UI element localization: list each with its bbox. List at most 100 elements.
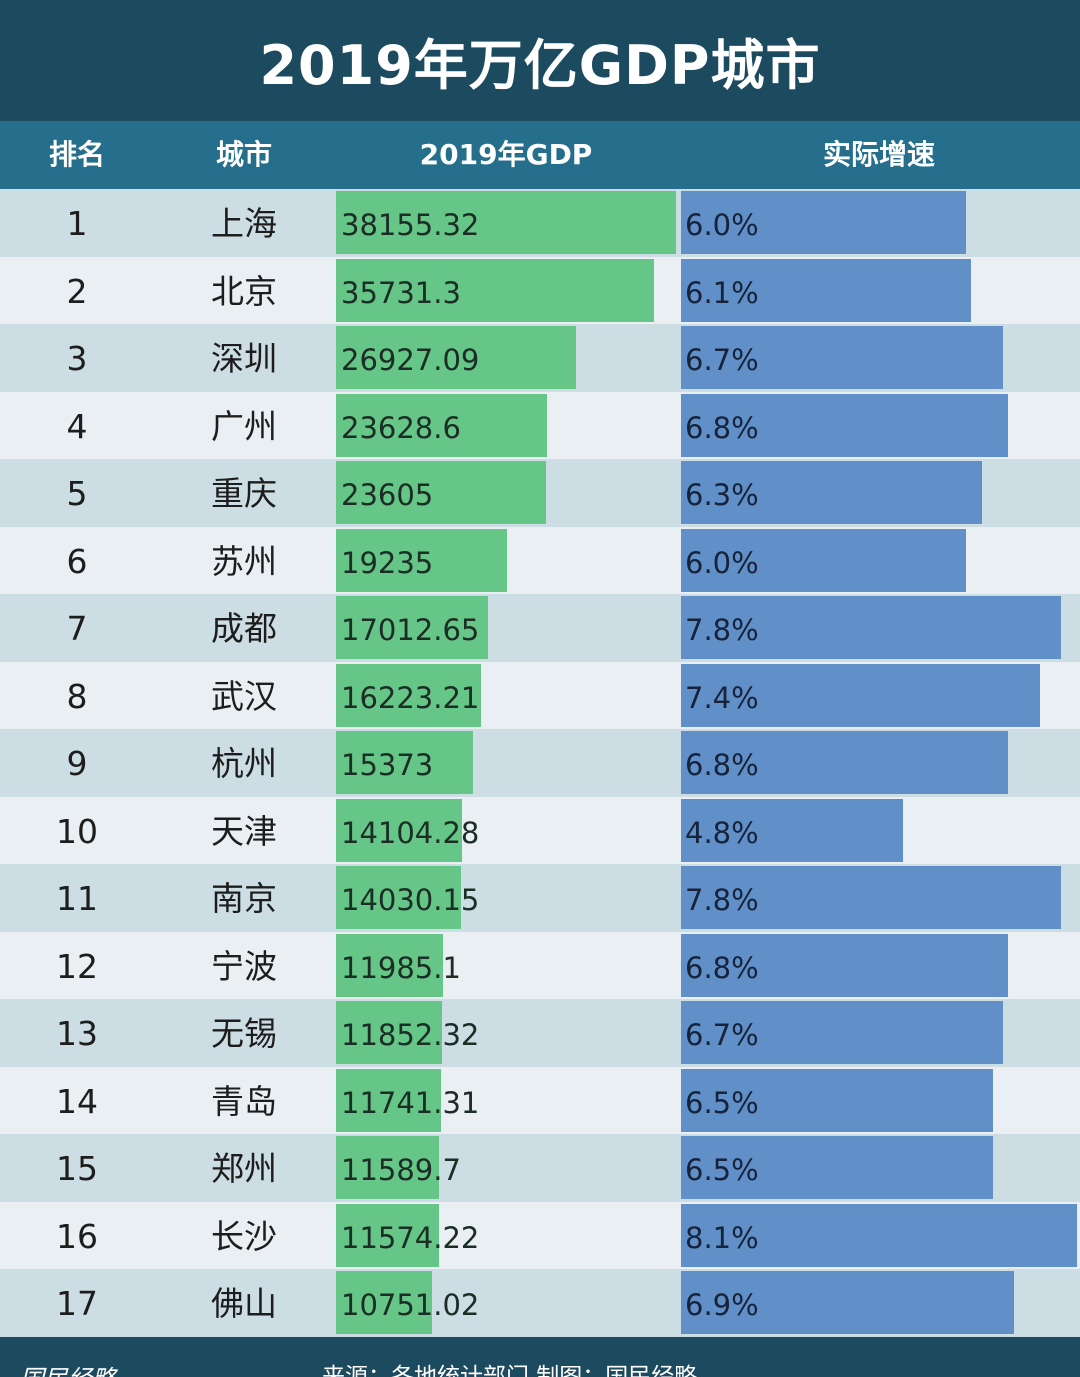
gdp-bar: [336, 596, 488, 659]
gdp-bar: [336, 393, 547, 457]
footer-source: 来源：各地统计部门 制图：国民经略: [322, 1364, 698, 1377]
header-rate: 实际增速: [822, 138, 935, 171]
city-cell: 深圳: [211, 339, 277, 378]
rate-bar: [681, 1068, 993, 1132]
rate-value-label: 6.0%: [685, 545, 759, 580]
gdp-bar: [336, 1136, 440, 1199]
city-cell: 武汉: [211, 676, 277, 716]
rate-bar: [681, 866, 1062, 929]
rate-value-label: 6.0%: [685, 208, 759, 242]
table-row: 13 无锡 11852.32 6.7%: [0, 999, 1080, 1067]
table-row: 17 佛山 10751.02 6.9%: [0, 1269, 1080, 1337]
rate-bar: [681, 461, 982, 524]
city-cell: 成都: [211, 609, 277, 648]
gdp-bar: [336, 933, 443, 997]
gdp-value-label: 11589.7: [341, 1153, 461, 1187]
city-cell: 无锡: [211, 1014, 277, 1053]
gdp-bar: [336, 1068, 441, 1132]
rate-value-label: 6.7%: [685, 343, 759, 377]
rank-cell: 1: [66, 204, 88, 243]
rate-value-label: 6.5%: [685, 1085, 759, 1120]
rate-bar: [681, 933, 1009, 997]
gdp-value-label: 11741.31: [341, 1085, 480, 1120]
table-row: 14 青岛 11741.31 6.5%: [0, 1066, 1080, 1134]
chart-title: 2019年万亿GDP城市: [0, 0, 1080, 121]
rate-value-label: 6.1%: [685, 275, 759, 310]
rate-bar: [681, 1271, 1014, 1334]
rate-bar: [681, 528, 967, 592]
gdp-bar: [336, 528, 508, 592]
table-row: 5 重庆 23605 6.3%: [0, 459, 1080, 527]
table-body: 1 上海 38155.32 6.0% 2 北京 35731.3 6.1% 3 深圳 26927.09…: [0, 189, 1080, 1337]
gdp-value-label: 10751.02: [341, 1288, 480, 1322]
footer-brand: 国民经略: [20, 1359, 116, 1377]
rank-cell: 5: [66, 474, 88, 513]
rank-cell: 16: [56, 1216, 98, 1256]
rank-cell: 2: [66, 271, 88, 311]
rank-cell: 10: [56, 811, 98, 851]
gdp-bar: [336, 866, 461, 929]
city-cell: 广州: [211, 406, 277, 446]
rate-bar: [681, 798, 903, 862]
rate-bar: [681, 663, 1040, 727]
gdp-value-label: 11985.1: [341, 950, 461, 985]
rank-cell: 13: [56, 1014, 98, 1053]
gdp-value-label: 17012.65: [341, 613, 480, 647]
rate-value-label: 6.8%: [685, 748, 759, 782]
rate-bar: [681, 1203, 1077, 1267]
rate-value-label: 6.9%: [685, 1288, 759, 1322]
gdp-bar: [336, 1271, 432, 1334]
rank-cell: 7: [66, 609, 88, 648]
rank-cell: 3: [66, 339, 88, 378]
table-row: 1 上海 38155.32 6.0%: [0, 189, 1080, 257]
gdp-value-label: 38155.32: [341, 208, 480, 242]
rate-value-label: 6.7%: [685, 1018, 759, 1052]
rate-value-label: 4.8%: [685, 815, 759, 850]
gdp-value-label: 15373: [341, 748, 434, 782]
table-row: 6 苏州 19235 6.0%: [0, 526, 1080, 594]
rate-value-label: 8.1%: [685, 1220, 759, 1255]
city-cell: 长沙: [211, 1216, 277, 1256]
gdp-value-label: 11852.32: [341, 1018, 480, 1052]
rate-bar: [681, 1001, 1004, 1064]
city-cell: 上海: [211, 204, 277, 243]
city-cell: 佛山: [211, 1284, 277, 1323]
rate-bar: [681, 191, 967, 254]
rate-bar: [681, 731, 1009, 794]
gdp-value-label: 14030.15: [341, 883, 480, 917]
rate-value-label: 6.8%: [685, 410, 759, 445]
city-cell: 南京: [211, 879, 277, 918]
gdp-value-label: 23628.6: [341, 410, 461, 445]
table-row: 9 杭州 15373 6.8%: [0, 729, 1080, 797]
rate-bar: [681, 393, 1009, 457]
gdp-bar: [336, 326, 576, 389]
city-cell: 北京: [211, 271, 277, 311]
gdp-bar: [336, 1001, 442, 1064]
rank-cell: 6: [66, 541, 88, 581]
gdp-value-label: 16223.21: [341, 680, 480, 715]
rate-bar: [681, 258, 972, 322]
table-row: 15 郑州 11589.7 6.5%: [0, 1134, 1080, 1202]
rate-bar: [681, 596, 1062, 659]
gdp-bar: [336, 663, 481, 727]
city-cell: 宁波: [211, 946, 277, 986]
gdp-value-label: 11574.22: [341, 1220, 480, 1255]
rate-value-label: 6.3%: [685, 478, 759, 512]
table-row: 3 深圳 26927.09 6.7%: [0, 324, 1080, 392]
table-row: 2 北京 35731.3 6.1%: [0, 256, 1080, 324]
rank-cell: 15: [56, 1149, 98, 1188]
city-cell: 杭州: [211, 744, 277, 783]
rank-cell: 14: [56, 1081, 98, 1121]
gdp-bar: [336, 1203, 440, 1267]
rate-value-label: 7.8%: [685, 613, 759, 647]
header-city: 城市: [215, 138, 272, 171]
header-rank: 排名: [48, 138, 105, 171]
gdp-value-label: 26927.09: [341, 343, 480, 377]
city-cell: 郑州: [211, 1149, 277, 1188]
rank-cell: 9: [66, 744, 88, 783]
rate-value-label: 7.4%: [685, 680, 759, 715]
table-row: 16 长沙 11574.22 8.1%: [0, 1201, 1080, 1269]
rank-cell: 11: [56, 879, 98, 918]
rank-cell: 12: [56, 946, 98, 986]
table-row: 8 武汉 16223.21 7.4%: [0, 661, 1080, 729]
